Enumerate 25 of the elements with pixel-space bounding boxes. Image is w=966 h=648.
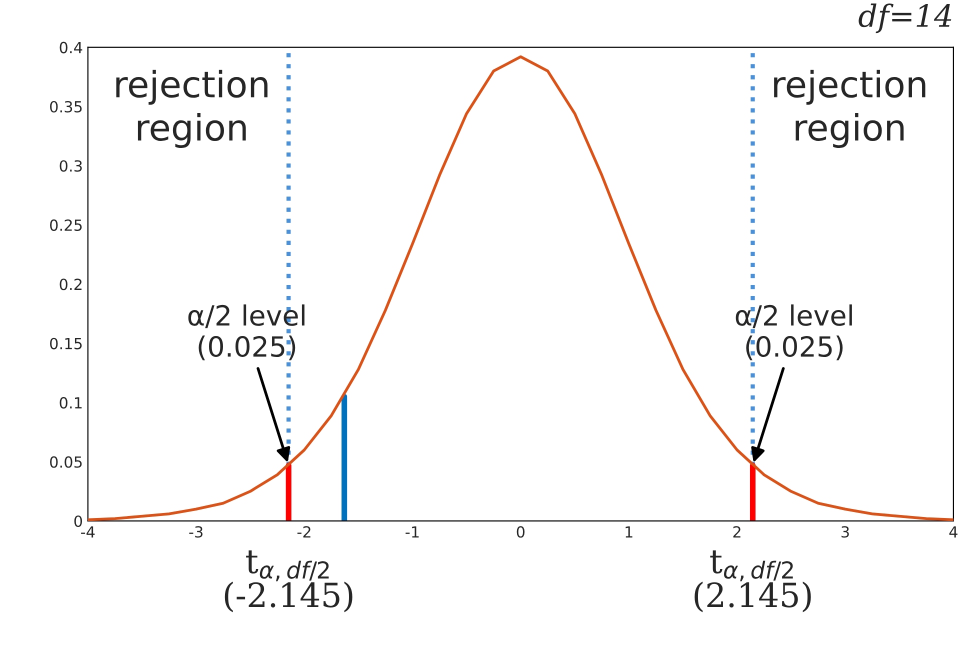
y-tick-label: 0.1 — [60, 397, 82, 409]
y-tick-label: 0.15 — [50, 338, 82, 350]
y-tick-label: 0.25 — [50, 219, 82, 231]
y-tick-label: 0.3 — [60, 160, 82, 172]
annotation: α/2 level (0.025) — [188, 304, 304, 360]
y-tick-label: 0.4 — [60, 42, 82, 54]
y-tick-label: 0.05 — [50, 456, 82, 468]
chart-title: df=14 — [858, 4, 952, 34]
annotation: α/2 level (0.025) — [736, 304, 852, 360]
y-tick-label: 0.2 — [60, 278, 82, 290]
x-tick-label: 2 — [733, 526, 740, 538]
x-tick-label: 4 — [949, 526, 958, 538]
x-tick-label: 0 — [516, 526, 525, 538]
y-tick-label: 0 — [74, 515, 82, 528]
annotation: rejection region — [774, 70, 926, 148]
x-tick-label: -4 — [81, 526, 95, 538]
x-tick-label: -3 — [189, 526, 202, 538]
ref-line-label: t$_{α,df/2}$ (2.145) — [694, 550, 811, 612]
ref-line-label: t$_{α,df/2}$ (-2.145) — [224, 550, 352, 612]
x-tick-label: -1 — [406, 526, 419, 538]
x-tick-label: -2 — [297, 526, 310, 538]
y-tick-label: 0.35 — [50, 100, 82, 113]
annotation: rejection region — [116, 70, 268, 148]
x-tick-label: 1 — [626, 526, 632, 538]
x-tick-label: 3 — [842, 526, 849, 538]
